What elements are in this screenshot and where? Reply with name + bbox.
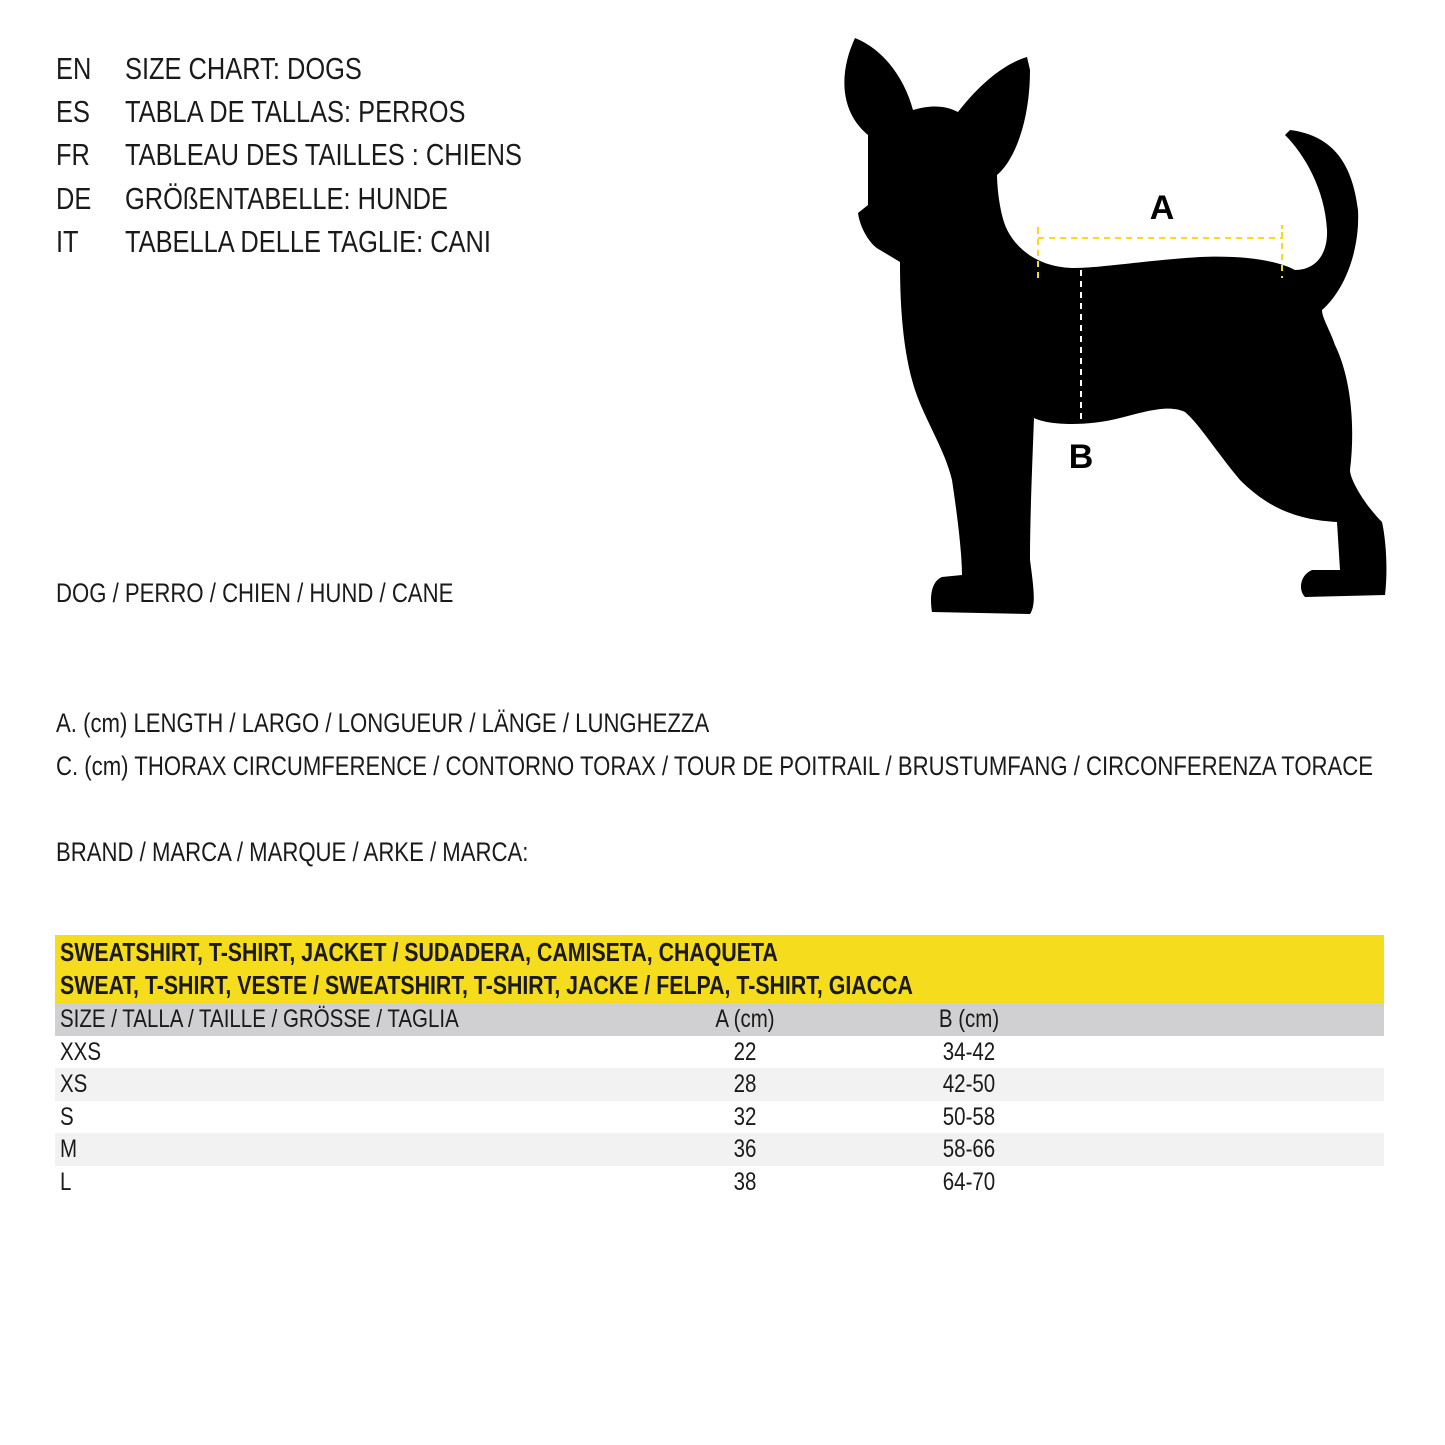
measurement-a-text: A. (cm) LENGTH / LARGO / LONGUEUR / LÄNG…: [56, 708, 710, 738]
cell-b: 50-58: [942, 1102, 996, 1131]
title-text: GRÖßENTABELLE: HUNDE: [125, 181, 448, 216]
lang-code: IT: [56, 224, 79, 259]
title-it: IT TABELLA DELLE TAGLIE: CANI: [56, 224, 756, 260]
cell-a: 38: [733, 1167, 757, 1196]
table-row: M 36 58-66: [55, 1133, 1384, 1166]
title-en: EN SIZE CHART: DOGS: [56, 51, 756, 87]
table-row: S 32 50-58: [55, 1101, 1384, 1134]
animal-label-text: DOG / PERRO / CHIEN / HUND / CANE: [56, 578, 454, 608]
cell-size: L: [60, 1167, 72, 1196]
measurement-a: A. (cm) LENGTH / LARGO / LONGUEUR / LÄNG…: [56, 708, 853, 738]
header-b: B (cm): [938, 1005, 1000, 1033]
lang-code: DE: [56, 181, 92, 216]
header-size: SIZE / TALLA / TAILLE / GRÖSSE / TAGLIA: [60, 1005, 459, 1033]
title-text: TABELLA DELLE TAGLIE: CANI: [125, 224, 491, 259]
brand-label-text: BRAND / MARCA / MARQUE / ARKE / MARCA:: [56, 837, 529, 867]
cell-b: 58-66: [942, 1135, 996, 1164]
cell-size: XS: [60, 1070, 88, 1099]
animal-label: DOG / PERRO / CHIEN / HUND / CANE: [56, 578, 541, 608]
brand-label: BRAND / MARCA / MARQUE / ARKE / MARCA:: [56, 837, 632, 867]
table-title-line1: SWEATSHIRT, T-SHIRT, JACKET / SUDADERA, …: [60, 937, 778, 967]
cell-a: 36: [733, 1135, 757, 1164]
title-text: SIZE CHART: DOGS: [125, 51, 362, 86]
table-title-line2: SWEAT, T-SHIRT, VESTE / SWEATSHIRT, T-SH…: [60, 970, 913, 1000]
cell-size: S: [60, 1102, 74, 1131]
table-header: SIZE / TALLA / TAILLE / GRÖSSE / TAGLIA …: [55, 1003, 1384, 1036]
table-title-line2-box: SWEAT, T-SHIRT, VESTE / SWEATSHIRT, T-SH…: [60, 971, 1100, 1000]
dog-diagram: A B: [844, 38, 1387, 614]
title-es: ES TABLA DE TALLAS: PERROS: [56, 94, 756, 130]
label-a: A: [1150, 189, 1175, 227]
lang-code: ES: [56, 94, 90, 129]
cell-b: 42-50: [942, 1070, 996, 1099]
cell-b: 64-70: [942, 1167, 996, 1196]
label-b: B: [1069, 438, 1094, 476]
measurement-c: C. (cm) THORAX CIRCUMFERENCE / CONTORNO …: [56, 751, 1445, 781]
table-row: XXS 22 34-42: [55, 1036, 1384, 1069]
cell-a: 22: [733, 1037, 757, 1066]
table-row: XS 28 42-50: [55, 1068, 1384, 1101]
header-a: A (cm): [715, 1005, 775, 1033]
lang-code: FR: [56, 137, 90, 172]
cell-a: 28: [733, 1070, 757, 1099]
lang-code: EN: [56, 51, 92, 86]
table-title-line1-box: SWEATSHIRT, T-SHIRT, JACKET / SUDADERA, …: [60, 938, 935, 967]
title-fr: FR TABLEAU DES TAILLES : CHIENS: [56, 137, 756, 173]
size-table: SWEATSHIRT, T-SHIRT, JACKET / SUDADERA, …: [55, 935, 1384, 1199]
length-measure-line: [1037, 225, 1283, 278]
table-row: L 38 64-70: [55, 1166, 1384, 1199]
title-text: TABLA DE TALLAS: PERROS: [125, 94, 466, 129]
title-de: DE GRÖßENTABELLE: HUNDE: [56, 181, 756, 217]
cell-b: 34-42: [942, 1037, 996, 1066]
cell-size: M: [60, 1135, 78, 1164]
title-text: TABLEAU DES TAILLES : CHIENS: [125, 137, 522, 172]
cell-a: 32: [733, 1102, 757, 1131]
table-title: SWEATSHIRT, T-SHIRT, JACKET / SUDADERA, …: [55, 935, 1384, 1003]
cell-size: XXS: [60, 1037, 102, 1066]
measurement-c-text: C. (cm) THORAX CIRCUMFERENCE / CONTORNO …: [56, 751, 1374, 781]
dog-silhouette-icon: [844, 38, 1387, 614]
